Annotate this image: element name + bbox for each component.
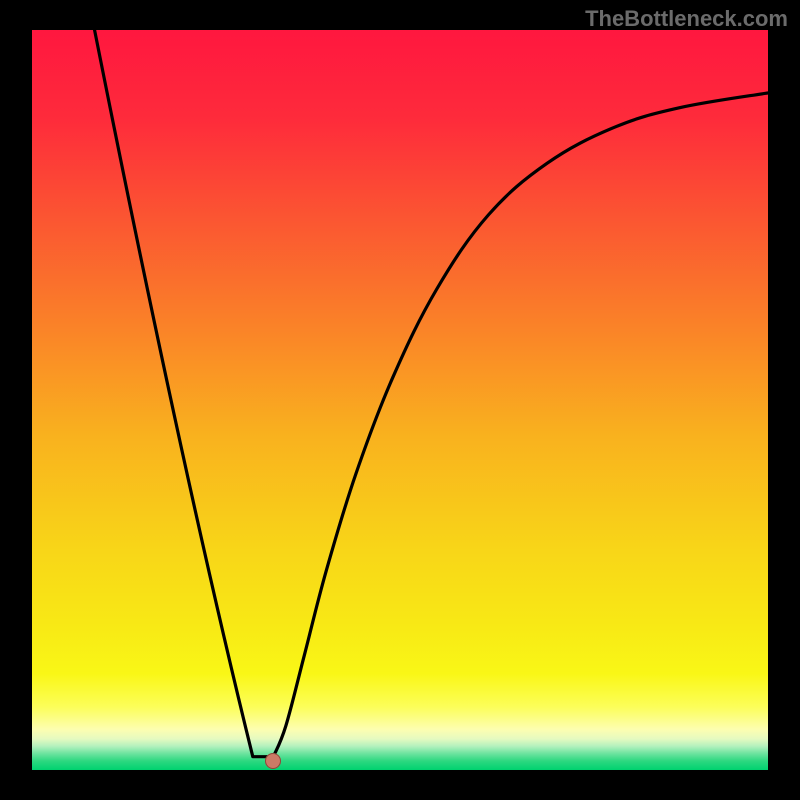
chart-curve xyxy=(32,30,768,770)
chart-plot-area xyxy=(32,30,768,770)
optimum-marker xyxy=(265,753,281,769)
watermark-text: TheBottleneck.com xyxy=(585,6,788,32)
